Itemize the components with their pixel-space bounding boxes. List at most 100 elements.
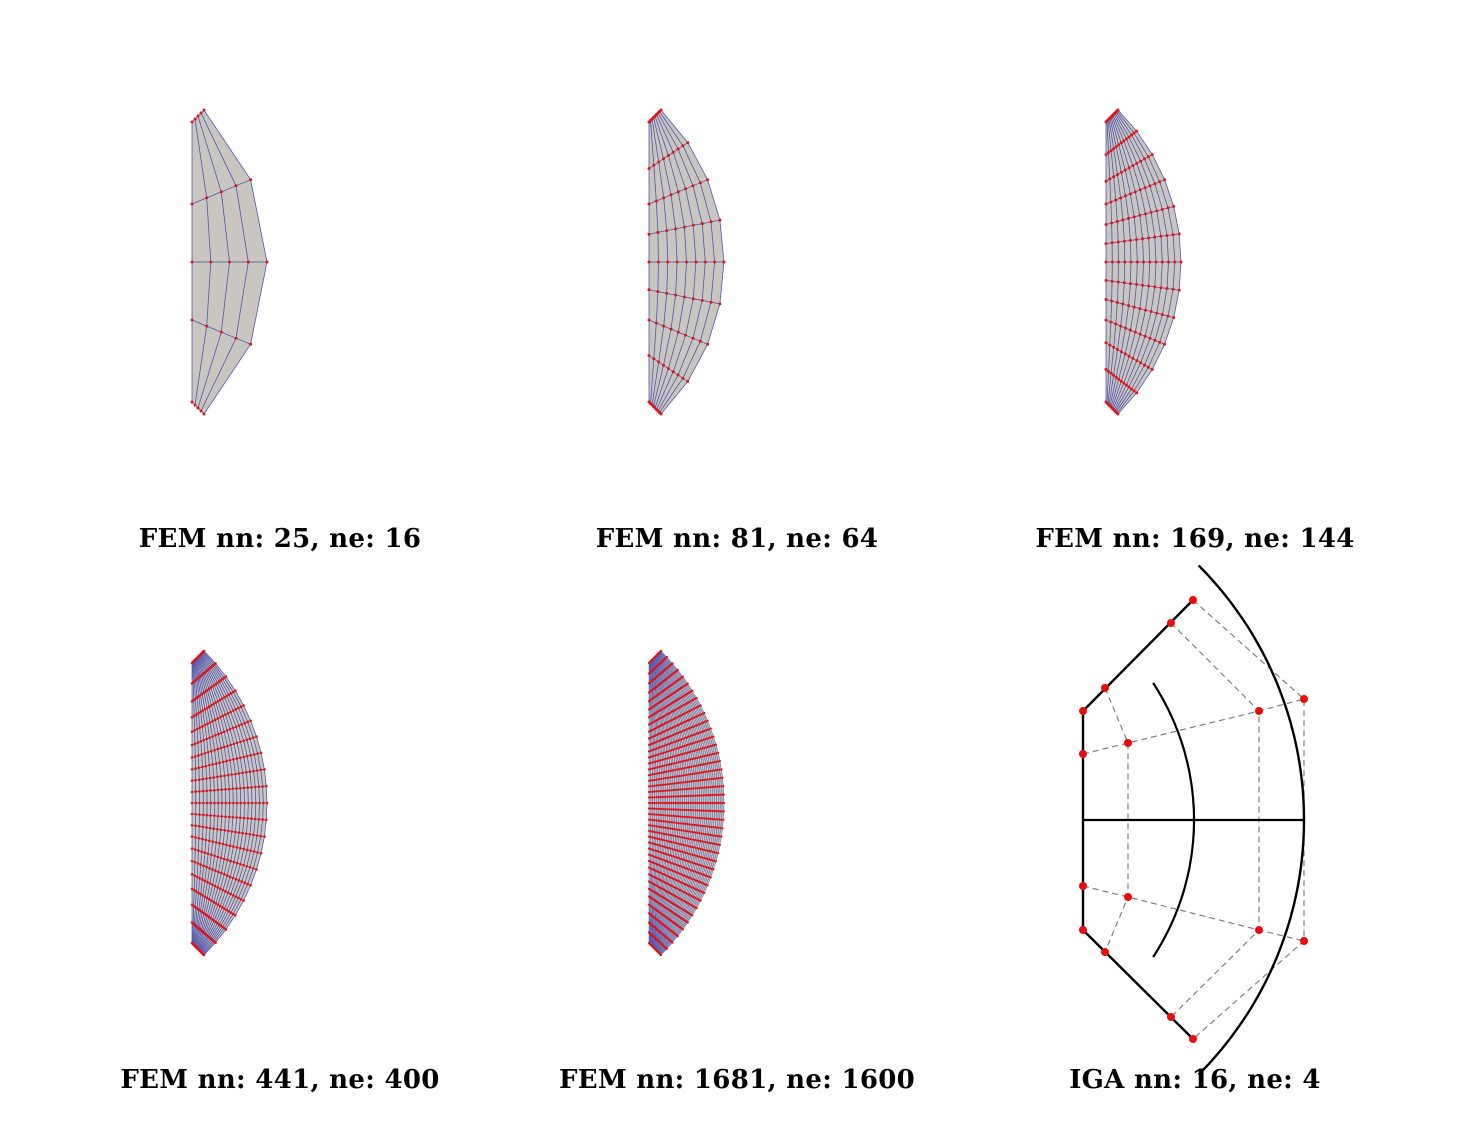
mesh-node (204, 838, 208, 842)
mesh-node (192, 714, 196, 718)
mesh-node (679, 781, 682, 784)
mesh-node (703, 778, 706, 782)
mesh-node (711, 834, 714, 837)
mesh-node (691, 853, 694, 856)
mesh-node (1119, 350, 1123, 354)
mesh-node (201, 894, 205, 897)
mesh-node (656, 831, 660, 834)
mesh-node (209, 801, 213, 805)
mesh-node (657, 796, 660, 799)
control-point (1124, 893, 1132, 901)
mesh-node (1138, 307, 1142, 311)
mesh-node (1165, 234, 1169, 237)
mesh-node (717, 751, 720, 754)
mesh-node (651, 807, 654, 810)
mesh-node (194, 836, 197, 839)
mesh-node (190, 715, 194, 719)
mesh-node (214, 841, 218, 844)
mesh-node (711, 842, 714, 845)
mesh-node (658, 825, 662, 829)
mesh-node (647, 807, 651, 810)
mesh-node (698, 181, 702, 185)
mesh-node (190, 260, 194, 264)
mesh-node (656, 230, 660, 234)
mesh-node (1141, 283, 1145, 287)
mesh-node (659, 790, 662, 793)
mesh-node (676, 754, 679, 757)
mesh-node (651, 767, 654, 770)
mesh-node (216, 700, 220, 703)
mesh-node (675, 260, 679, 264)
mesh-node (687, 830, 690, 833)
mesh-node (1119, 379, 1123, 383)
mesh-node (197, 849, 200, 852)
control-point (1300, 937, 1308, 945)
mesh-node (659, 813, 662, 817)
mesh-node (676, 373, 680, 377)
mesh-node (684, 187, 688, 191)
caption-iga-16-nodes: IGA nn: 16, ne: 4 (1069, 1065, 1321, 1095)
mesh-node (692, 801, 696, 805)
mesh-node (232, 894, 235, 897)
mesh-node (694, 816, 697, 819)
mesh-node (235, 861, 239, 865)
mesh-node (653, 830, 656, 834)
mesh-node (1139, 361, 1143, 365)
mesh-node (688, 780, 691, 783)
mesh-node (666, 814, 669, 817)
mesh-node (257, 818, 261, 821)
mesh-node (213, 814, 216, 818)
mesh-node (1159, 286, 1163, 290)
mesh-node (197, 711, 200, 715)
mesh-node (712, 868, 715, 871)
mesh-node (190, 859, 194, 863)
mesh-node (208, 867, 211, 870)
mesh-node (205, 324, 209, 328)
mesh-node (246, 720, 249, 724)
mesh-node (647, 812, 651, 816)
mesh-node (1124, 326, 1127, 330)
mesh-node (714, 777, 717, 780)
mesh-node (202, 108, 206, 112)
mesh-node (675, 828, 678, 831)
mesh-node (689, 773, 692, 776)
mesh-node (653, 767, 656, 770)
control-net-line (1082, 698, 1305, 755)
mesh-node (654, 321, 658, 325)
mesh-node (651, 784, 654, 788)
mesh-node (718, 818, 721, 821)
mesh-node (259, 768, 263, 772)
mesh-node (216, 747, 220, 751)
mesh-node (220, 871, 223, 875)
mesh-node (1110, 241, 1114, 245)
mesh-node (681, 788, 684, 791)
mesh-node (664, 783, 667, 786)
mesh-node (662, 196, 666, 200)
mesh-node (713, 761, 716, 764)
mesh-node (1104, 367, 1108, 371)
mesh-node (1110, 299, 1114, 303)
mesh-node (202, 864, 205, 868)
mesh-node (673, 848, 676, 851)
mesh-node (683, 788, 686, 791)
mesh-node (721, 776, 724, 779)
mesh-node (671, 782, 675, 785)
mesh-node (693, 772, 696, 775)
mesh-node (1153, 285, 1157, 289)
mesh-node (673, 788, 677, 792)
mesh-node (694, 749, 697, 752)
mesh-node (1147, 284, 1151, 288)
mesh-node (239, 846, 242, 850)
mesh-node (666, 820, 669, 823)
mesh-node (1132, 215, 1136, 219)
mesh-node (676, 828, 680, 831)
mesh-node (674, 795, 677, 798)
mesh-node (691, 772, 694, 776)
mesh-node (647, 768, 651, 771)
mesh-node (1116, 108, 1120, 112)
mesh-node (714, 826, 717, 829)
mesh-node (694, 801, 698, 805)
mesh-node (686, 379, 690, 383)
mesh-node (683, 795, 686, 798)
mesh-node (692, 809, 696, 812)
